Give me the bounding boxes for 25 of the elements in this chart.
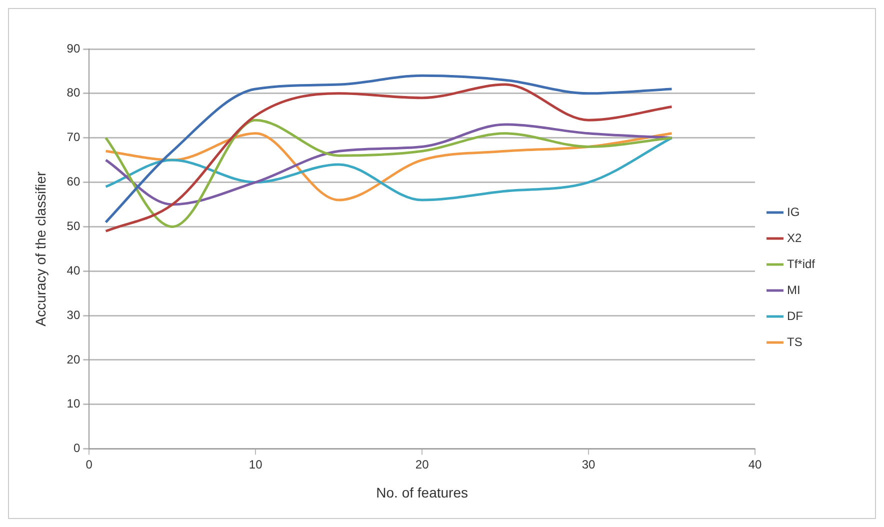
y-tick-label: 90 xyxy=(66,41,80,56)
y-tick-label: 20 xyxy=(66,352,80,366)
line-series xyxy=(104,118,674,228)
legend-label: DF xyxy=(786,308,803,323)
y-tick-label: 80 xyxy=(66,86,80,100)
y-tick-label: 40 xyxy=(66,263,80,278)
x-tick-label: 20 xyxy=(415,457,430,472)
y-tick-label: 50 xyxy=(66,219,80,233)
y-tick-label: 10 xyxy=(66,396,80,411)
legend-label: IG xyxy=(786,204,800,219)
x-axis-title: No. of features xyxy=(376,484,468,500)
x-tick-label: 30 xyxy=(582,457,596,472)
x-tick-label: 40 xyxy=(748,457,762,472)
line-series xyxy=(104,123,674,206)
legend-label: X2 xyxy=(786,230,802,245)
x-tick-label: 0 xyxy=(86,457,93,472)
y-tick-label: 60 xyxy=(66,174,80,189)
legend-label: TS xyxy=(786,334,802,349)
y-tick-label: 0 xyxy=(73,441,80,456)
y-tick-label: 70 xyxy=(66,130,80,144)
y-tick-label: 30 xyxy=(66,308,80,322)
legend-label: MI xyxy=(786,282,800,297)
y-axis-title: Accuracy of the classifier xyxy=(32,171,48,326)
x-tick-label: 10 xyxy=(248,457,263,472)
legend-label: Tf*idf xyxy=(786,256,816,271)
